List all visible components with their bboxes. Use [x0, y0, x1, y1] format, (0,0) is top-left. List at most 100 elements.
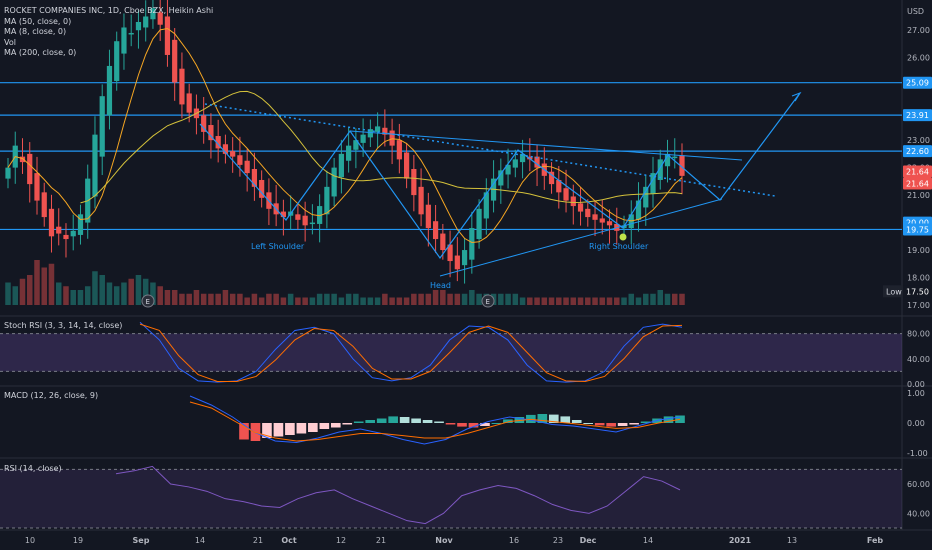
price-label-text: 17.50: [906, 287, 929, 296]
candle-body: [556, 179, 562, 193]
x-axis-tick-label: Feb: [867, 536, 884, 545]
volume-bar: [657, 290, 664, 305]
head-shoulders-zigzag: [199, 92, 801, 260]
volume-bar: [664, 293, 671, 305]
volume-bar: [48, 263, 55, 305]
candle-body: [179, 68, 185, 105]
volume-bar: [570, 297, 577, 305]
price-tick-label: 26.00: [907, 54, 930, 63]
earnings-marker: [481, 294, 495, 308]
volume-bar: [84, 286, 91, 305]
candle-body: [505, 164, 511, 175]
volume-bar: [302, 297, 308, 305]
volume-bar: [258, 297, 265, 305]
candle-body: [548, 171, 555, 185]
price-label-text: 20.00: [906, 219, 929, 228]
x-axis-tick-label: 21: [376, 536, 386, 545]
volume-bar: [251, 293, 258, 305]
candle-body: [570, 196, 576, 207]
symbol-title: ROCKET COMPANIES INC, 1D, Cboe BZX, Heik…: [4, 6, 214, 15]
volume-bar: [389, 297, 395, 305]
volume-bar: [534, 297, 540, 305]
stoch-tick-label: 80.00: [907, 330, 930, 339]
ma-50-line: [80, 90, 683, 204]
volume-bar: [215, 293, 221, 305]
price-tick-label: 23.00: [907, 136, 930, 145]
candle-body: [382, 127, 388, 135]
candle-body: [672, 156, 678, 159]
candle-body: [157, 12, 163, 25]
macd-histogram-bar: [445, 423, 456, 425]
candle-body: [469, 228, 475, 260]
volume-bar: [548, 297, 555, 305]
right-shoulder-dot: [619, 233, 627, 241]
volume-bar: [353, 293, 359, 305]
macd-tick-label: 0.00: [907, 419, 925, 428]
macd-histogram-bar: [663, 416, 674, 423]
x-axis-tick-label: 14: [643, 536, 653, 545]
candle-body: [396, 140, 402, 160]
candle-body: [215, 136, 221, 149]
volume-bar: [70, 290, 76, 305]
candle-body: [106, 65, 113, 116]
volume-bar: [614, 297, 620, 305]
candle-body: [498, 170, 504, 186]
price-tick-label: 18.00: [907, 274, 930, 283]
macd-signal-line: [189, 401, 681, 442]
volume-bar: [12, 286, 19, 305]
volume-bar: [128, 278, 134, 305]
volume-bar: [63, 286, 69, 305]
right-shoulder-label: Right Shoulder: [589, 242, 649, 251]
x-axis-tick-label: 13: [787, 536, 797, 545]
candle-body: [527, 156, 533, 160]
volume-bar: [77, 290, 84, 305]
candle-body: [295, 214, 301, 220]
low-label-text: Low: [886, 287, 902, 296]
volume-bar: [469, 290, 475, 305]
neckline-dotted: [204, 103, 776, 197]
candle-body: [519, 153, 526, 163]
stoch-band: [0, 333, 902, 372]
macd-histogram-bar: [342, 423, 353, 425]
candle-body: [172, 39, 178, 83]
macd-histogram-bar: [296, 423, 307, 434]
rsi-tick-label: 60.00: [907, 480, 930, 489]
candle-body: [592, 214, 598, 220]
volume-bar: [621, 297, 627, 305]
price-label-text: 23.91: [906, 111, 929, 120]
candle-body: [483, 192, 489, 219]
candle-body: [121, 27, 127, 54]
candle-body: [56, 226, 62, 234]
x-axis-tick-label: Sep: [133, 536, 150, 545]
candle-body: [657, 159, 663, 180]
volume-bar: [345, 293, 352, 305]
volume-bar: [512, 293, 519, 305]
candle-body: [447, 244, 453, 262]
price-label-text: 22.60: [906, 147, 929, 156]
volume-bar: [273, 293, 279, 305]
volume-bar: [425, 293, 432, 305]
volume-bar: [229, 293, 236, 305]
rsi-line: [115, 465, 681, 525]
macd-histogram-bar: [640, 421, 651, 423]
candle-body: [99, 96, 105, 157]
candle-body: [643, 186, 649, 208]
x-axis-tick-label: 12: [336, 536, 346, 545]
candle-body: [403, 152, 410, 179]
price-tick-label: 17.00: [907, 301, 930, 310]
volume-bar: [577, 297, 584, 305]
legend-vol: Vol: [4, 37, 16, 47]
legend-ma8: MA (8, close, 0): [4, 27, 67, 36]
price-tick-label: 21.00: [907, 191, 930, 200]
macd-histogram-bar: [617, 423, 628, 426]
candle-body: [27, 153, 33, 185]
volume-bar: [498, 293, 504, 305]
volume-bar: [5, 282, 11, 305]
macd-histogram-bar: [399, 417, 410, 423]
candle-body: [34, 173, 40, 201]
candle-body: [5, 167, 11, 179]
volume-bar: [280, 297, 287, 305]
candle-body: [135, 21, 142, 31]
candle-body: [411, 168, 417, 196]
